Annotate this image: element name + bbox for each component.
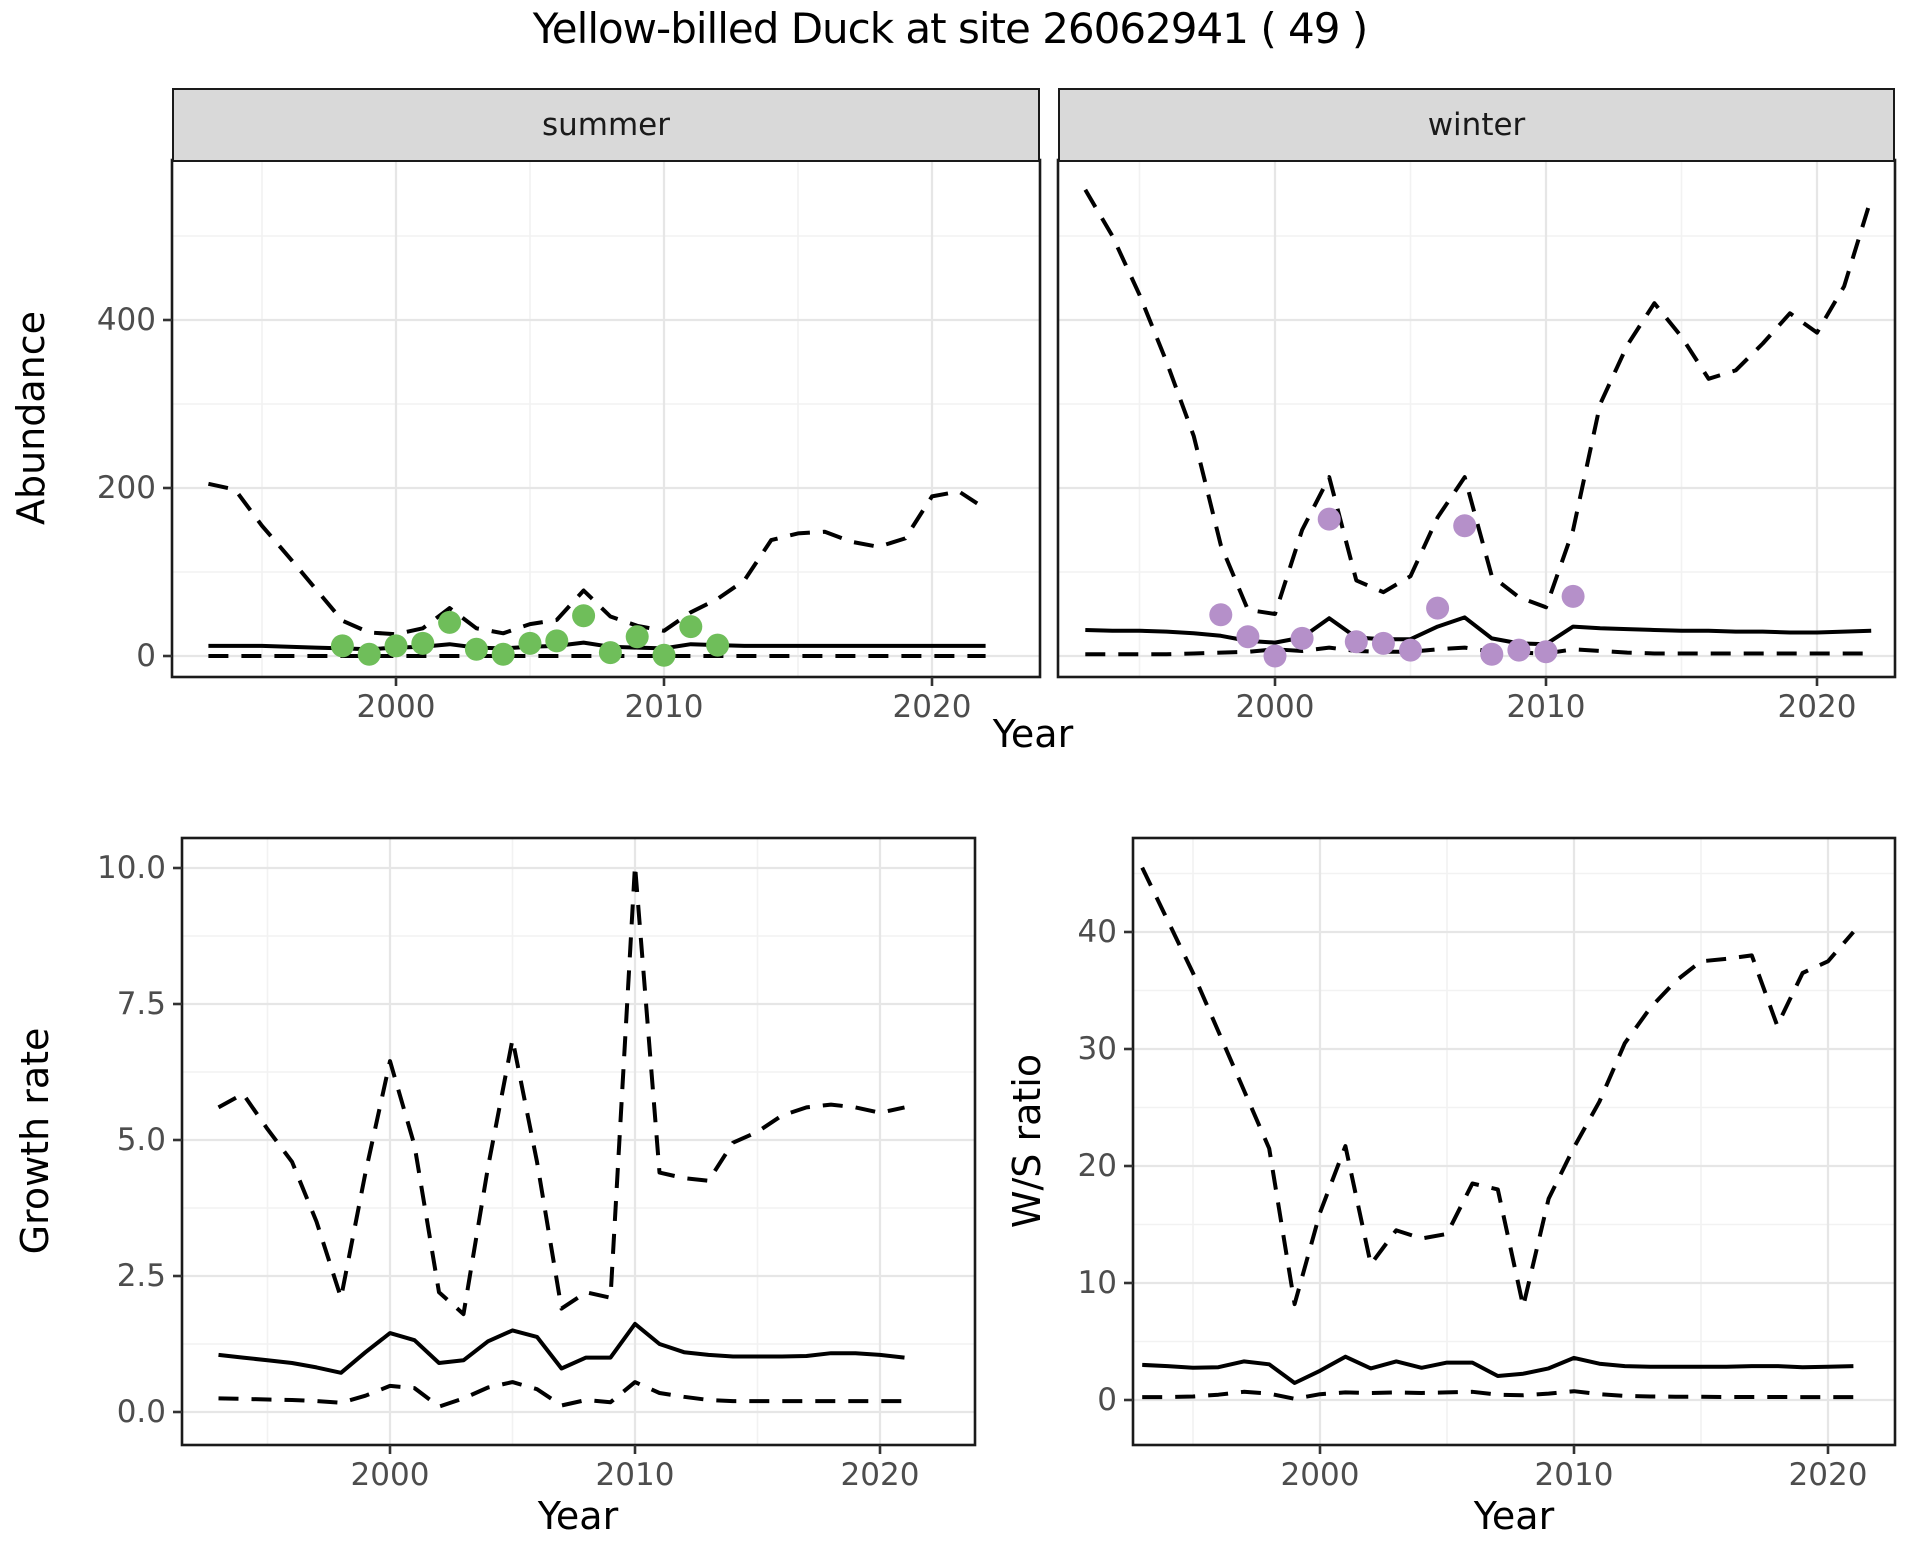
y-tick-label: 0 <box>1097 1382 1117 1418</box>
x-tick-label: 2020 <box>841 1457 920 1493</box>
panel-border <box>1131 836 1897 1447</box>
x-tick-label: 2010 <box>625 689 704 725</box>
x-tick-label: 2020 <box>1778 689 1857 725</box>
observed-summer-counts-point <box>384 634 408 658</box>
facet-strip-summer: summer <box>172 88 1040 162</box>
panel-border <box>170 158 1042 679</box>
observed-summer-counts-point <box>572 604 596 628</box>
year-axis-title-ws: Year <box>1473 1494 1555 1538</box>
x-tick-label: 2020 <box>893 689 972 725</box>
observed-winter-counts-point <box>1507 638 1531 662</box>
median-line <box>1142 1354 1854 1385</box>
growth-rate-axis-title: Growth rate <box>13 1027 57 1255</box>
upper-95ci-line <box>217 863 905 1317</box>
observed-summer-counts-point <box>625 625 649 649</box>
observed-winter-counts-point <box>1209 603 1233 627</box>
lower-95ci-line <box>1142 1389 1854 1401</box>
x-tick-label: 2000 <box>1281 1457 1360 1493</box>
observed-winter-counts-point <box>1263 644 1287 668</box>
y-tick-label: 200 <box>97 470 156 506</box>
observed-summer-counts-point <box>438 610 462 634</box>
y-tick-label: 30 <box>1078 1031 1117 1067</box>
observed-summer-counts-point <box>464 637 488 661</box>
x-tick-label: 2010 <box>596 1457 675 1493</box>
observed-winter-counts-point <box>1453 514 1477 538</box>
x-tick-label: 2000 <box>1236 689 1315 725</box>
observed-winter-counts-point <box>1426 596 1450 620</box>
panel-ws-ratio: 2000 2010 2020 0 10 20 30 40 <box>1078 836 1897 1493</box>
facet-strip-winter-label: winter <box>1427 107 1526 143</box>
y-tick-label: 20 <box>1078 1148 1117 1184</box>
x-tick-label: 2020 <box>1789 1457 1868 1493</box>
y-tick-label: 0 <box>136 638 156 674</box>
observed-summer-counts-point <box>357 642 381 666</box>
y-tick-label: 2.5 <box>117 1258 166 1294</box>
observed-summer-counts-point <box>652 643 676 667</box>
year-axis-title-top: Year <box>992 712 1074 756</box>
observed-winter-counts-point <box>1480 642 1504 666</box>
lower-95ci-line <box>1085 645 1872 657</box>
observed-winter-counts-point <box>1534 640 1558 664</box>
y-tick-label: 10 <box>1078 1265 1117 1301</box>
plot-title: Yellow-billed Duck at site 26062941 ( 49… <box>532 4 1369 53</box>
x-tick-label: 2000 <box>357 689 436 725</box>
observed-winter-counts-point <box>1399 638 1422 662</box>
panel-border <box>180 836 977 1447</box>
observed-winter-counts-point <box>1344 630 1368 654</box>
y-tick-label: 40 <box>1078 914 1117 950</box>
median-line <box>1085 615 1872 647</box>
observed-summer-counts-point <box>491 642 515 666</box>
ws-ratio-axis-title: W/S ratio <box>1005 1053 1049 1229</box>
y-tick-label: 7.5 <box>117 986 166 1022</box>
abundance-axis-title: Abundance <box>9 310 53 526</box>
observed-winter-counts-point <box>1561 584 1585 608</box>
median-line <box>208 640 986 652</box>
x-tick-label: 2000 <box>351 1457 430 1493</box>
upper-95ci-line <box>1083 188 1874 616</box>
observed-summer-counts-point <box>411 631 435 655</box>
facet-strip-summer-label: summer <box>541 107 670 143</box>
x-tick-label: 2010 <box>1507 689 1586 725</box>
y-tick-label: 400 <box>97 302 156 338</box>
observed-winter-counts-point <box>1236 625 1260 649</box>
observed-summer-counts-point <box>679 615 703 639</box>
lower-95ci-line <box>218 1380 905 1409</box>
panel-border <box>1056 158 1897 679</box>
y-tick-label: 0.0 <box>117 1394 166 1430</box>
upper-95ci-line <box>207 481 987 637</box>
observed-summer-counts-point <box>706 633 730 657</box>
observed-winter-counts-point <box>1290 626 1314 650</box>
panel-abundance-winter: 2000 2010 2020 <box>1056 158 1897 725</box>
observed-winter-counts-point <box>1371 631 1395 655</box>
observed-summer-counts-point <box>518 631 542 655</box>
panel-abundance-summer: 2000 2010 2020 0 200 400 <box>97 158 1042 725</box>
panel-growth-rate: 2000 2010 2020 0.0 2.5 5.0 7.5 10.0 <box>97 836 977 1493</box>
facet-strip-winter: winter <box>1058 88 1895 162</box>
observed-summer-counts-point <box>330 634 354 658</box>
y-tick-label: 10.0 <box>97 850 166 886</box>
x-tick-label: 2010 <box>1535 1457 1614 1493</box>
median-line <box>218 1321 905 1375</box>
observed-summer-counts-point <box>545 629 569 653</box>
observed-winter-counts-point <box>1317 507 1341 531</box>
upper-95ci-line <box>1140 866 1855 1309</box>
y-tick-label: 5.0 <box>117 1122 166 1158</box>
observed-summer-counts-point <box>598 641 622 665</box>
year-axis-title-growth: Year <box>537 1494 619 1538</box>
